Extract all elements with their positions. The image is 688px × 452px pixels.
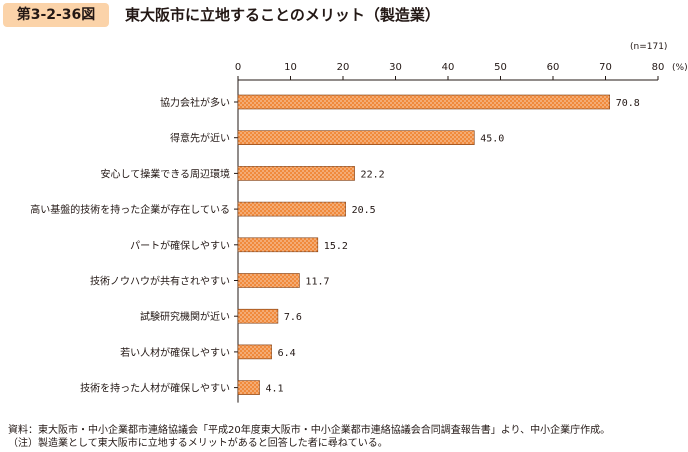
value-label: 7.6 — [284, 312, 302, 323]
category-label: 得意先が近い — [170, 132, 230, 145]
category-label: 安心して操業できる周辺環境 — [101, 167, 231, 180]
bar — [237, 237, 319, 253]
value-label: 6.4 — [278, 348, 296, 359]
source-note: 資料：東大阪市・中小企業都市連絡協議会「平成20年度東大阪市・中小企業都市連絡協… — [8, 425, 611, 436]
figure-title: 東大阪市に立地することのメリット（製造業） — [125, 6, 440, 24]
bars: 協力会社が多い 70.8 得意先が近い 45.0 安心して操業できる周辺環境 22.2 高い… — [30, 94, 640, 395]
category-label: 技術を持った人材が確保しやすい — [80, 382, 230, 395]
x-tick-label: 0 — [235, 62, 241, 73]
bar — [237, 273, 300, 288]
value-label: 22.2 — [361, 169, 385, 180]
bar — [237, 201, 346, 217]
x-tick-label: 60 — [547, 62, 560, 73]
bar — [237, 94, 611, 110]
x-tick-label: 10 — [284, 62, 297, 73]
x-tick-label: 80 — [652, 62, 665, 73]
figure-number-badge: 第3-2-36図 — [3, 3, 109, 27]
bar — [237, 130, 475, 145]
category-label: 協力会社が多い — [160, 96, 230, 109]
value-label: 45.0 — [480, 134, 504, 145]
x-tick-label: 70 — [599, 62, 612, 73]
bar — [237, 380, 260, 395]
x-tick-label: 30 — [389, 62, 402, 73]
x-tick-label: 40 — [442, 62, 455, 73]
category-label: 技術ノウハウが共有されやすい — [90, 275, 230, 288]
category-label: 試験研究機関が近い — [140, 310, 230, 323]
value-label: 15.2 — [324, 241, 348, 252]
value-label: 11.7 — [305, 277, 329, 288]
bar — [237, 166, 355, 181]
x-tick-label: 50 — [494, 62, 507, 73]
unit-label: (%) — [672, 63, 688, 73]
figure-header: 第3-2-36図 東大阪市に立地することのメリット（製造業） — [0, 0, 688, 30]
bar — [237, 308, 279, 324]
category-label: パートが確保しやすい — [130, 239, 230, 252]
bar — [237, 344, 272, 360]
value-label: 20.5 — [352, 205, 376, 216]
value-label: 4.1 — [266, 384, 284, 395]
x-tick-label: 20 — [337, 62, 350, 73]
sample-size-label: (n=171) — [630, 42, 668, 52]
x-axis: 0 10 20 30 40 50 60 70 80 (%) — [234, 62, 688, 403]
category-label: 若い人材が確保しやすい — [120, 346, 230, 359]
category-label: 高い基盤的技術を持った企業が存在している — [30, 203, 230, 216]
value-label: 70.8 — [616, 98, 640, 109]
footnote: （注）製造業として東大阪市に立地するメリットがあると回答した者に尋ねている。 — [8, 438, 388, 449]
